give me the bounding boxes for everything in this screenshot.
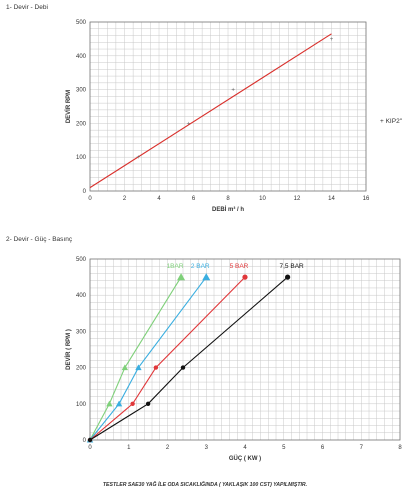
devir-debi-chart: 0 2 4 6 8 10 12 14 16 0 100 200 300 400 500 DEBİ m³ / h…: [65, 20, 403, 213]
x-tick-label: 14: [328, 196, 335, 202]
data-point-7-5-bar: [145, 401, 151, 406]
data-point-marker: +: [330, 37, 334, 43]
x-tick-label: 6: [321, 445, 325, 451]
data-point-1bar: [121, 364, 129, 371]
data-point-1bar: [106, 400, 113, 407]
x-tick-label: 16: [363, 196, 370, 202]
series-label-5-bar: 5 BAR: [230, 263, 249, 270]
section-title-devir-debi: 1- Devir - Debi: [6, 4, 48, 11]
data-point-2-bar: [202, 273, 211, 281]
data-point-2-bar: [135, 364, 142, 371]
y-tick-label: 0: [83, 189, 87, 195]
x-tick-label: 5: [282, 445, 286, 451]
plot-frame: [89, 21, 367, 192]
data-point-7-5-bar: [180, 365, 186, 370]
x-tick-label: 7: [360, 445, 364, 451]
series-line-2-bar: [89, 276, 207, 441]
x-tick-label: 8: [398, 445, 402, 451]
x-axis-label: GÜÇ ( KW ): [229, 455, 261, 462]
x-tick-label: 1: [127, 445, 131, 451]
data-point-marker: +: [137, 155, 141, 161]
x-tick-label: 0: [88, 196, 92, 202]
data-point-5-bar: [130, 401, 135, 406]
y-tick-label: 200: [76, 366, 87, 372]
x-tick-label: 6: [192, 196, 196, 202]
y-tick-label: 500: [76, 257, 87, 263]
series-label-1bar: 1BAR: [167, 263, 184, 270]
x-tick-label: 2: [166, 445, 170, 451]
y-tick-label: 300: [76, 88, 87, 94]
x-tick-label: 8: [226, 196, 230, 202]
data-point-7-5-bar: [87, 437, 93, 443]
x-tick-label: 0: [88, 445, 92, 451]
series-line-7-5-bar: [89, 276, 288, 441]
series-line-1bar: [89, 276, 182, 441]
x-tick-label: 4: [157, 196, 161, 202]
y-tick-label: 400: [76, 54, 87, 60]
x-axis-label: DEBİ m³ / h: [212, 206, 244, 213]
devir-guc-basinc-chart: 0 1 2 3 4 5 6 7 8 0 100 200 300 400 500 GÜÇ ( KW ) DEVİR…: [65, 257, 402, 462]
y-tick-label: 100: [76, 155, 87, 161]
y-tick-label: 400: [76, 293, 87, 299]
y-tick-label: 500: [76, 20, 87, 26]
series-label-2-bar: 2 BAR: [191, 263, 210, 270]
data-point-marker: +: [187, 121, 191, 127]
data-point-7-5-bar: [285, 274, 291, 280]
y-tick-label: 100: [76, 402, 87, 408]
series-line-5-bar: [89, 276, 246, 441]
legend-entry-kip2: + KIP2": [380, 118, 403, 125]
x-tick-label: 10: [259, 196, 266, 202]
data-point-5-bar: [153, 365, 159, 370]
x-tick-label: 3: [205, 445, 209, 451]
plot-frame: [89, 258, 401, 441]
x-tick-label: 2: [123, 196, 127, 202]
data-point-marker: +: [231, 88, 235, 94]
series-line-kip2: [89, 33, 332, 189]
x-tick-label: 4: [243, 445, 247, 451]
x-tick-label: 12: [294, 196, 301, 202]
data-point-1bar: [177, 273, 186, 281]
y-tick-label: 300: [76, 329, 87, 335]
footer-note: TESTLER SAE30 YAĞ İLE ODA SICAKLIĞINDA (…: [102, 482, 308, 488]
y-tick-label: 200: [76, 121, 87, 127]
data-point-2-bar: [115, 400, 123, 407]
data-point-5-bar: [242, 274, 248, 280]
section-title-devir-guc-basinc: 2- Devir - Güç - Basınç: [6, 236, 73, 243]
y-tick-label: 0: [83, 438, 87, 444]
y-axis-label: DEVİR RPM: [65, 90, 72, 123]
series-label-7-5-bar: 7,5 BAR: [280, 263, 305, 270]
y-axis-label: DEVİR ( RPM ): [65, 329, 72, 370]
